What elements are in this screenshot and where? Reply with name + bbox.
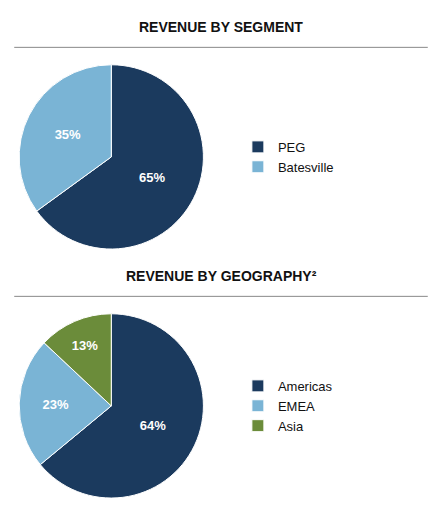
svg-text:REVENUE BY SEGMENT: REVENUE BY SEGMENT	[139, 19, 303, 35]
svg-text:Americas: Americas	[278, 379, 333, 394]
svg-text:65%: 65%	[139, 170, 165, 185]
svg-text:Batesville: Batesville	[278, 160, 334, 175]
svg-text:Asia: Asia	[278, 419, 304, 434]
svg-text:REVENUE BY GEOGRAPHY²: REVENUE BY GEOGRAPHY²	[126, 268, 317, 284]
svg-text:23%: 23%	[43, 397, 69, 412]
svg-text:64%: 64%	[140, 418, 166, 433]
svg-text:EMEA: EMEA	[278, 399, 315, 414]
svg-text:35%: 35%	[55, 127, 81, 142]
svg-text:PEG: PEG	[278, 140, 305, 155]
svg-text:13%: 13%	[72, 338, 98, 353]
